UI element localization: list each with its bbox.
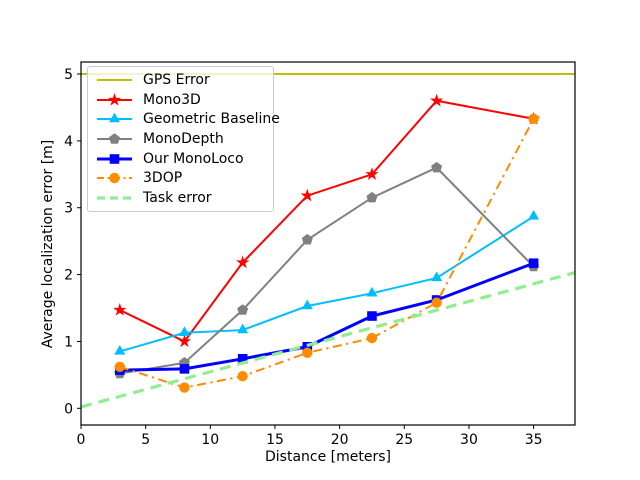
legend-label-our-monoloco: Our MonoLoco xyxy=(143,150,244,167)
marker-monodepth xyxy=(366,191,378,203)
marker-our-monoloco xyxy=(528,258,539,269)
our-monoloco-square-line-icon xyxy=(97,153,132,164)
x-tick-label: 5 xyxy=(141,432,150,448)
y-axis-label: Average localization error [m] xyxy=(40,140,56,349)
x-tick-label: 35 xyxy=(525,432,543,448)
marker-3dop xyxy=(237,370,248,382)
plot-content: 0 5 10 15 20 25 30 35 0 1 2 3 4 5 xyxy=(64,61,576,448)
marker-mono3d xyxy=(177,334,192,348)
legend-label-monodepth: MonoDepth xyxy=(143,131,224,147)
x-axis-label: Distance [meters] xyxy=(265,449,391,465)
y-tick-label: 2 xyxy=(64,268,73,284)
legend-item-geometric-baseline: Geometric Baseline xyxy=(88,110,280,129)
marker-geometric-baseline xyxy=(114,345,126,355)
marker-mono3d xyxy=(300,188,314,202)
marker-geometric-baseline xyxy=(178,326,190,336)
legend-sample-marker xyxy=(107,92,122,106)
series-line-our-monoloco xyxy=(119,261,535,372)
marker-geometric-baseline xyxy=(431,271,443,282)
legend-item-mono3d: Mono3D xyxy=(88,90,273,109)
plot-border xyxy=(80,61,576,426)
marker-3dop xyxy=(179,382,190,393)
legend-sample-marker xyxy=(109,153,120,164)
marker-mono3d xyxy=(429,93,444,107)
legend-label-3dop: 3DOP xyxy=(143,170,183,187)
legend-label-mono3d: Mono3D xyxy=(143,91,201,108)
y-tick-label: 4 xyxy=(64,134,73,150)
marker-our-monoloco xyxy=(179,364,190,374)
legend-item-task-error: Task error xyxy=(88,188,273,207)
mono3d-star-line-icon xyxy=(97,92,132,106)
marker-our-monoloco xyxy=(237,354,248,364)
y-tick-label: 1 xyxy=(64,334,73,350)
y-tick-label: 0 xyxy=(64,401,73,417)
marker-3dop xyxy=(114,361,125,373)
legend-label-gps-error: GPS Error xyxy=(143,72,210,89)
geometric-baseline-triangle-line-icon xyxy=(97,112,132,123)
marker-monodepth xyxy=(301,234,313,245)
x-tick-label: 0 xyxy=(77,432,86,448)
marker-3dop xyxy=(431,297,442,308)
legend-label-geometric-baseline: Geometric Baseline xyxy=(143,111,280,128)
marker-geometric-baseline xyxy=(528,210,540,220)
marker-mono3d xyxy=(113,303,127,316)
legend-item-monodepth: MonoDepth xyxy=(88,130,273,149)
monodepth-pentagon-line-icon xyxy=(97,133,132,144)
marker-mono3d xyxy=(235,255,250,269)
legend-sample-marker xyxy=(108,112,121,123)
x-tick-label: 20 xyxy=(331,432,349,448)
y-tick-label: 5 xyxy=(64,67,73,83)
legend-item-our-monoloco: Our MonoLoco xyxy=(88,149,273,168)
marker-3dop xyxy=(528,113,539,125)
marker-geometric-baseline xyxy=(301,299,313,310)
legend-label-task-error: Task error xyxy=(143,189,212,206)
legend-item-gps-error: GPS Error xyxy=(88,71,273,90)
marker-mono3d xyxy=(365,167,379,180)
legend-item-3dop: 3DOP xyxy=(88,169,273,188)
gps-error-line-icon xyxy=(97,79,132,82)
marker-monodepth xyxy=(431,161,443,173)
threedop-circle-line-icon xyxy=(97,173,132,184)
task-error-dashed-line-icon xyxy=(97,196,132,200)
x-tick-label: 25 xyxy=(395,432,413,448)
series-line-task-error xyxy=(80,271,576,409)
marker-3dop xyxy=(302,347,313,359)
x-tick-label: 15 xyxy=(266,432,284,448)
marker-our-monoloco xyxy=(367,311,377,321)
legend: GPS Error Mono3D Geometric Baseline Mono… xyxy=(87,66,280,212)
marker-geometric-baseline xyxy=(237,323,249,334)
marker-3dop xyxy=(366,332,378,344)
legend-sample-marker xyxy=(109,173,120,184)
legend-sample-marker xyxy=(108,133,121,144)
y-tick-label: 3 xyxy=(64,201,73,217)
x-tick-label: 30 xyxy=(460,432,478,448)
marker-monodepth xyxy=(237,304,249,315)
x-tick-label: 10 xyxy=(201,432,219,448)
marker-geometric-baseline xyxy=(366,286,378,297)
